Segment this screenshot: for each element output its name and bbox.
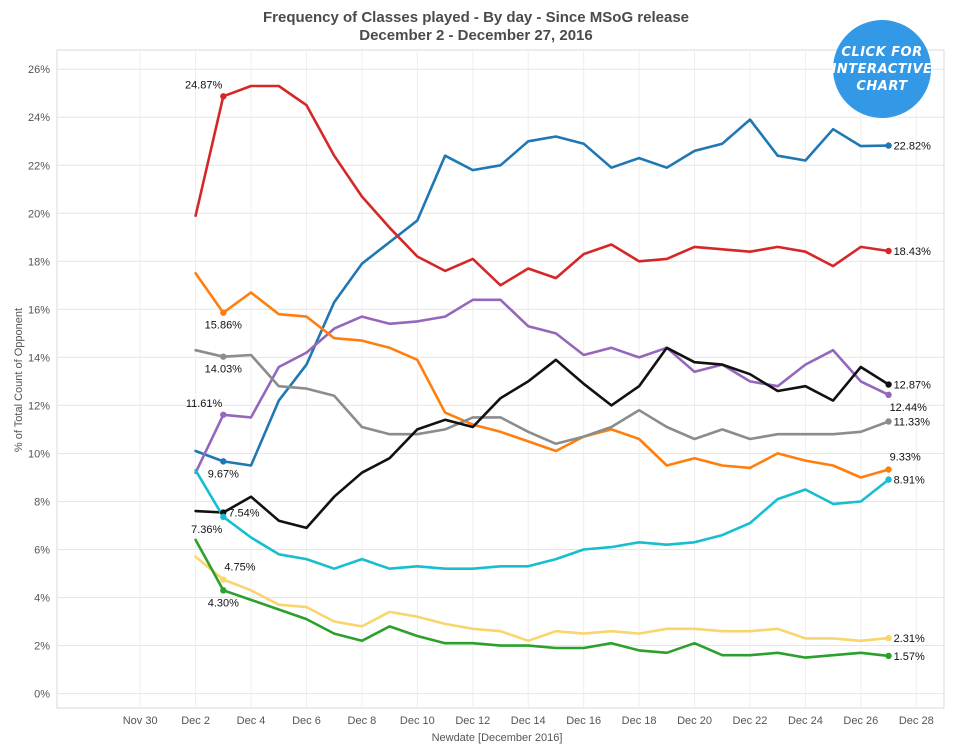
data-label: 4.75%	[224, 562, 255, 574]
data-point-marker	[220, 513, 227, 521]
y-tick-label: 18%	[28, 256, 50, 268]
series-line-5	[194, 346, 890, 530]
data-label: 9.33%	[890, 452, 921, 464]
x-tick-label: Dec 12	[455, 715, 490, 727]
plot-frame	[56, 49, 945, 709]
series-line-0	[194, 118, 890, 467]
data-point-marker	[885, 247, 892, 255]
data-point-marker	[220, 411, 227, 418]
x-tick-label: Nov 30	[123, 715, 158, 727]
data-label: 18.43%	[894, 246, 932, 258]
data-label: 8.91%	[894, 475, 925, 487]
y-tick-label: 24%	[28, 112, 50, 124]
x-tick-label: Dec 4	[237, 715, 266, 727]
x-axis-label: Newdate [December 2016]	[432, 732, 563, 744]
x-tick-label: Dec 10	[400, 715, 435, 727]
x-tick-label: Dec 14	[511, 715, 546, 727]
y-tick-label: 12%	[28, 400, 50, 412]
badge-line-3: CHART	[856, 78, 908, 94]
y-tick-label: 0%	[34, 689, 50, 701]
series-line-2	[194, 298, 890, 475]
x-tick-label: Dec 2	[181, 715, 210, 727]
data-label: 12.44%	[890, 402, 928, 414]
data-point-marker	[220, 576, 227, 583]
axes: 0% 2% 4% 6% 8% 10% 12% 14% 16% 18% 20% 22% 24% 26% Nov…	[28, 64, 934, 727]
y-tick-label: 14%	[28, 352, 50, 364]
data-label: 14.03%	[205, 364, 243, 376]
y-tick-label: 6%	[34, 545, 50, 557]
series-line-1	[194, 84, 890, 287]
series-line-7	[194, 555, 890, 643]
data-labels: 9.67% 22.82% 24.87% 18.43% 11.61% 12.44% 15.86…	[185, 79, 931, 663]
series-line-6	[194, 468, 890, 571]
data-label: 12.87%	[894, 380, 932, 392]
x-tick-label: Dec 18	[622, 715, 657, 727]
badge-line-2: INTERACTIVE	[831, 61, 933, 77]
y-tick-label: 4%	[34, 593, 50, 605]
y-tick-label: 20%	[28, 208, 50, 220]
data-point-marker	[885, 142, 892, 149]
data-point-marker	[885, 652, 892, 660]
data-point-marker	[885, 466, 892, 473]
data-label: 2.31%	[894, 633, 925, 645]
data-label: 11.61%	[186, 398, 223, 410]
x-tick-label: Dec 22	[733, 715, 768, 727]
data-point-marker	[885, 476, 892, 483]
series-line-4	[194, 348, 890, 446]
y-axis-label: % of Total Count of Opponent	[13, 308, 25, 452]
x-tick-label: Dec 24	[788, 715, 823, 727]
data-point-marker	[220, 93, 227, 100]
data-label: 24.87%	[185, 79, 223, 91]
y-tick-label: 16%	[28, 304, 50, 316]
data-point-marker	[220, 309, 227, 316]
badge-line-1: CLICK FOR	[841, 44, 923, 60]
data-label: 1.57%	[894, 651, 925, 663]
x-tick-label: Dec 28	[899, 715, 934, 727]
y-tick-label: 10%	[28, 448, 50, 460]
data-point-marker	[885, 418, 892, 425]
grid	[56, 49, 945, 709]
data-label: 15.86%	[205, 320, 243, 332]
data-label: 4.30%	[208, 597, 239, 609]
data-label: 11.33%	[894, 417, 931, 429]
data-point-marker	[885, 391, 892, 399]
chart-title: Frequency of Classes played - By day - S…	[263, 9, 689, 26]
data-label: 7.54%	[228, 508, 259, 520]
y-tick-label: 26%	[28, 64, 50, 76]
data-label: 22.82%	[894, 141, 932, 153]
x-tick-label: Dec 16	[566, 715, 601, 727]
x-tick-label: Dec 8	[348, 715, 377, 727]
x-tick-label: Dec 26	[843, 715, 878, 727]
chart-subtitle: December 2 - December 27, 2016	[359, 27, 592, 44]
data-point-marker	[220, 587, 227, 594]
y-tick-label: 2%	[34, 641, 50, 653]
interactive-chart-badge[interactable]: CLICK FOR INTERACTIVE CHART	[831, 20, 933, 118]
data-point-marker	[885, 634, 892, 642]
y-tick-label: 22%	[28, 160, 50, 172]
y-tick-label: 8%	[34, 496, 50, 508]
series-lines	[194, 84, 890, 659]
data-label: 9.67%	[208, 468, 239, 480]
data-point-marker	[220, 353, 227, 360]
data-point-marker	[885, 381, 892, 388]
x-tick-label: Dec 6	[292, 715, 321, 727]
series-line-8	[194, 538, 890, 659]
data-point-marker	[220, 458, 227, 465]
x-tick-label: Dec 20	[677, 715, 712, 727]
series-line-3	[194, 271, 890, 479]
data-label: 7.36%	[191, 524, 222, 536]
